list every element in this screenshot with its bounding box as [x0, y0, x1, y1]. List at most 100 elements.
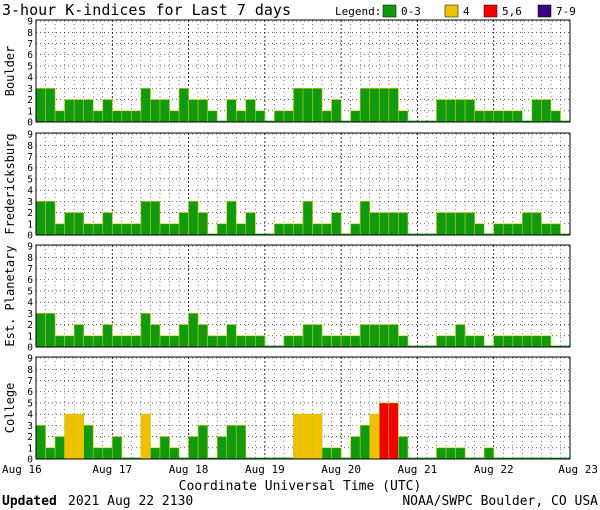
- bar: [283, 335, 294, 348]
- bar: [369, 324, 380, 348]
- bar: [331, 99, 342, 123]
- bar: [111, 436, 123, 460]
- bar: [531, 457, 542, 459]
- panel-frame: [35, 19, 571, 123]
- bar: [188, 201, 199, 236]
- bar: [216, 335, 228, 348]
- y-tick-label: 9: [27, 354, 33, 365]
- bar: [378, 402, 390, 460]
- bar: [235, 425, 247, 460]
- y-tick-label: 1: [27, 331, 33, 342]
- bar: [35, 313, 46, 348]
- bar: [331, 335, 342, 348]
- bar: [264, 233, 275, 235]
- bar: [207, 110, 218, 123]
- bar: [502, 335, 514, 348]
- bar: [150, 99, 161, 123]
- bar: [255, 233, 265, 235]
- bar: [474, 110, 485, 123]
- bar: [121, 457, 132, 459]
- source-credit: NOAA/SWPC Boulder, CO USA: [402, 494, 598, 509]
- bar: [64, 99, 75, 123]
- bar: [522, 212, 533, 236]
- bar: [483, 110, 495, 123]
- bar: [426, 345, 437, 347]
- bar: [398, 212, 409, 236]
- bar: [312, 88, 323, 123]
- bar: [503, 457, 513, 459]
- bar: [388, 88, 399, 123]
- legend-swatch-3: [537, 4, 552, 18]
- bar: [216, 436, 228, 460]
- bar: [331, 447, 342, 460]
- bar: [293, 223, 304, 236]
- x-tick-label: Aug 23: [558, 463, 598, 476]
- bar: [83, 223, 94, 236]
- bar: [541, 99, 552, 123]
- bar: [455, 212, 466, 236]
- bar: [54, 223, 65, 236]
- bar: [455, 324, 466, 348]
- legend-entry-2: 5,6: [502, 5, 522, 18]
- bar: [550, 110, 561, 123]
- y-tick-label: 2: [27, 95, 33, 106]
- bar: [64, 413, 75, 460]
- bar: [159, 99, 170, 123]
- bar: [359, 425, 371, 460]
- bar: [179, 457, 189, 459]
- bar: [550, 345, 561, 347]
- y-tick-label: 4: [27, 410, 33, 421]
- bar: [417, 120, 427, 122]
- bar: [73, 324, 84, 348]
- bar: [550, 457, 561, 459]
- legend-entry-3: 7-9: [556, 5, 576, 18]
- bar: [407, 233, 418, 235]
- bar: [169, 447, 180, 460]
- chart-title: 3-hour K-indices for Last 7 days: [2, 1, 291, 19]
- y-tick-label: 5: [27, 174, 33, 185]
- bar: [274, 223, 285, 236]
- bar: [45, 201, 56, 236]
- updated-label: Updated: [2, 494, 57, 509]
- bar: [264, 345, 275, 347]
- bar: [207, 233, 218, 235]
- bar: [341, 457, 351, 459]
- bar: [312, 413, 323, 460]
- y-tick-label: 0: [27, 455, 33, 466]
- y-tick-label: 8: [27, 28, 33, 39]
- bar: [178, 212, 189, 236]
- bar: [207, 457, 218, 459]
- bar: [131, 110, 142, 123]
- bar: [92, 447, 104, 460]
- legend-swatch-2: [483, 4, 498, 18]
- bar: [350, 436, 361, 460]
- bar: [531, 212, 542, 236]
- bar: [398, 110, 409, 123]
- bar: [64, 212, 75, 236]
- bar: [455, 99, 466, 123]
- y-tick-label: 1: [27, 219, 33, 230]
- bar: [493, 335, 504, 348]
- bar: [426, 120, 437, 122]
- y-tick-label: 7: [27, 152, 33, 163]
- bar: [321, 447, 332, 460]
- bar: [140, 413, 151, 460]
- bar: [283, 457, 294, 459]
- bar: [359, 201, 371, 236]
- bar: [226, 201, 237, 236]
- bar: [312, 324, 323, 348]
- bar: [226, 324, 237, 348]
- y-tick-label: 9: [27, 130, 33, 141]
- bar: [407, 120, 418, 122]
- bar: [54, 110, 65, 123]
- bar: [388, 324, 399, 348]
- bar: [64, 335, 75, 348]
- y-tick-label: 5: [27, 286, 33, 297]
- bar: [369, 88, 380, 123]
- bar: [54, 436, 65, 460]
- x-tick-label: Aug 16: [2, 463, 42, 476]
- y-tick-label: 2: [27, 432, 33, 443]
- bar: [293, 413, 304, 460]
- bar: [121, 110, 132, 123]
